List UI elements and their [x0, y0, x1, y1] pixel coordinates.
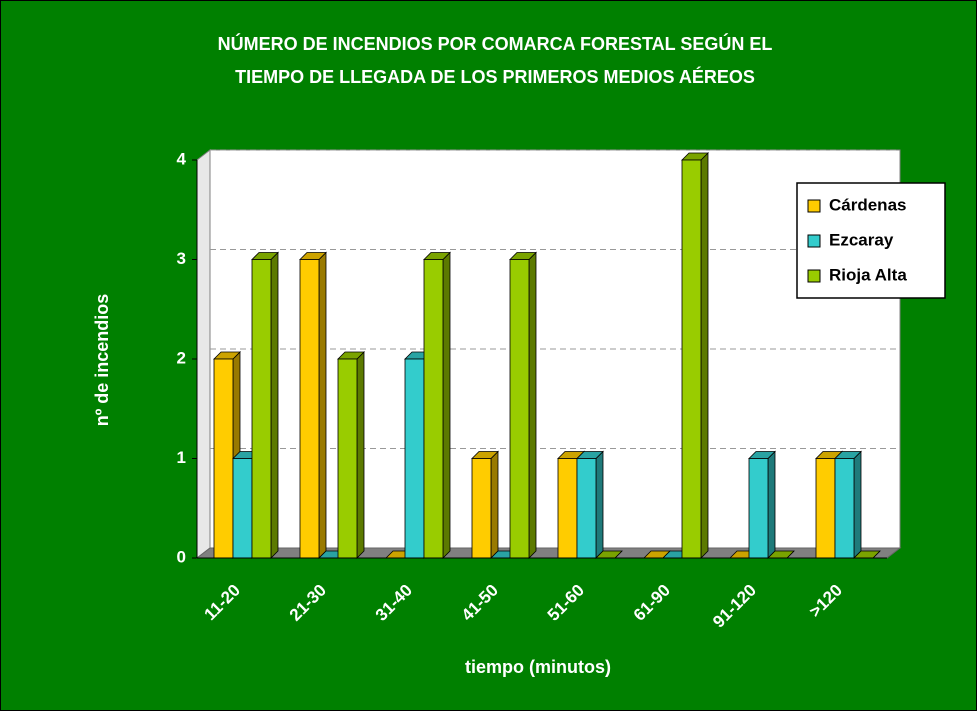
bar [509, 251, 537, 559]
bar-side [270, 251, 279, 559]
y-tick-label: 4 [177, 149, 187, 168]
legend [796, 182, 946, 299]
bar [834, 450, 862, 559]
bar-front [423, 259, 444, 559]
x-axis-label: tiempo (minutos) [465, 657, 611, 677]
legend-swatch [807, 269, 821, 283]
y-tick-label: 2 [177, 348, 186, 367]
legend-label: Ezcaray [829, 230, 894, 249]
bar [576, 450, 604, 559]
bar [251, 251, 279, 559]
bar-front [471, 458, 492, 559]
bar [853, 550, 881, 559]
bar-front [299, 259, 320, 559]
bar-side [490, 450, 499, 559]
legend-swatch [807, 234, 821, 248]
bar [337, 351, 365, 559]
bar-front [834, 458, 855, 559]
bar-front [251, 259, 272, 559]
bar-front [213, 358, 234, 559]
bar-front [509, 259, 530, 559]
bar-front [337, 358, 358, 559]
legend-swatch [807, 199, 821, 213]
bar-front [748, 458, 769, 559]
bar-side [318, 251, 327, 559]
bar-front [815, 458, 836, 559]
bar-side [853, 450, 862, 559]
bar [748, 450, 776, 559]
bar [299, 251, 327, 559]
chart-title: NÚMERO DE INCENDIOS POR COMARCA FORESTAL… [218, 33, 773, 54]
legend-label: Cárdenas [829, 195, 906, 214]
bar-front [232, 458, 253, 559]
y-tick-label: 3 [177, 249, 186, 268]
bar-side [595, 450, 604, 559]
bar-side [442, 251, 451, 559]
bar-front [557, 458, 578, 559]
bar-side [528, 251, 537, 559]
bar [681, 152, 709, 559]
side-wall [196, 148, 211, 560]
bar-front [404, 358, 425, 559]
chart-title: TIEMPO DE LLEGADA DE LOS PRIMEROS MEDIOS… [235, 66, 755, 87]
y-tick-label: 1 [177, 448, 186, 467]
y-axis-label: nº de incendios [92, 294, 112, 427]
y-tick-label: 0 [177, 547, 186, 566]
bar-side [700, 152, 709, 559]
bar [423, 251, 451, 559]
legend-label: Rioja Alta [829, 265, 907, 284]
bar-front [681, 159, 702, 559]
bar-front [576, 458, 597, 559]
bar-side [767, 450, 776, 559]
bar-side [356, 351, 365, 559]
bar [471, 450, 499, 559]
